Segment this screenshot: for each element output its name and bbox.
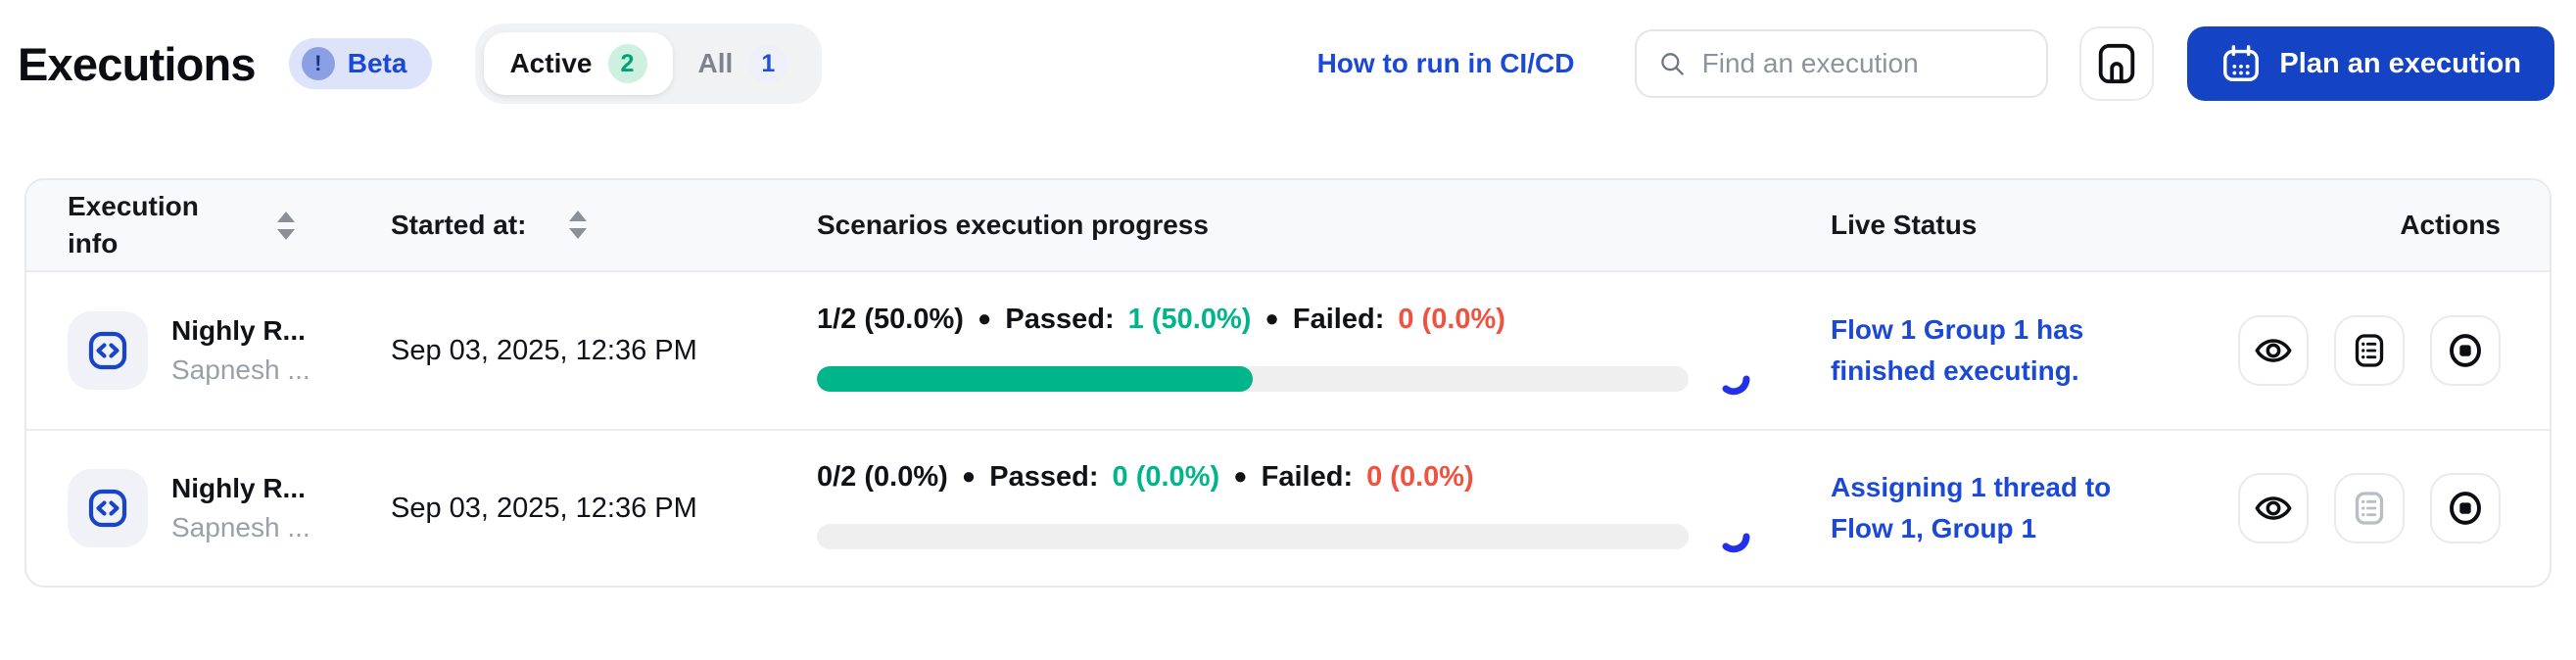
stop-execution-button[interactable] bbox=[2430, 315, 2501, 386]
table-header-row: Execution info Started at: Scenarios exe… bbox=[26, 180, 2550, 272]
progress-bar-fill bbox=[817, 365, 1253, 392]
spinner-icon bbox=[1722, 375, 1750, 395]
execution-info-cell[interactable]: Nighly R... Sapnesh ... bbox=[68, 469, 391, 547]
spinner-icon bbox=[1722, 533, 1750, 552]
failed-label: Failed: bbox=[1261, 460, 1354, 493]
code-brackets-icon bbox=[88, 331, 127, 370]
beta-badge: ! Beta bbox=[288, 38, 433, 89]
started-at-value: Sep 03, 2025, 12:36 PM bbox=[391, 492, 697, 524]
how-to-run-cicd-link[interactable]: How to run in CI/CD bbox=[1316, 48, 1575, 78]
sort-started-at-button[interactable] bbox=[567, 210, 589, 240]
progress-total: 1/2 (50.0%) bbox=[817, 303, 964, 335]
progress-total: 0/2 (0.0%) bbox=[817, 460, 948, 493]
column-header-actions: Actions bbox=[2400, 210, 2501, 241]
execution-subtitle: Sapnesh ... bbox=[171, 354, 310, 385]
column-header-execution-info: Execution info bbox=[68, 188, 391, 262]
page-title: Executions bbox=[18, 37, 257, 90]
eye-icon bbox=[2255, 339, 2292, 362]
column-header-live-status: Live Status bbox=[1831, 210, 1978, 241]
view-execution-button[interactable] bbox=[2238, 473, 2309, 543]
view-execution-button[interactable] bbox=[2238, 315, 2309, 386]
executions-filter-tabs: Active 2 All 1 bbox=[475, 24, 823, 104]
execution-title: Nighly R... bbox=[171, 315, 306, 346]
list-report-icon bbox=[2355, 334, 2384, 367]
progress-bar bbox=[817, 523, 1689, 549]
execution-type-tile bbox=[68, 469, 148, 547]
plan-execution-label: Plan an execution bbox=[2279, 47, 2521, 79]
table-row: Nighly R... Sapnesh ... Sep 03, 2025, 12… bbox=[26, 429, 2550, 586]
list-report-icon bbox=[2355, 492, 2384, 525]
stop-execution-button[interactable] bbox=[2430, 473, 2501, 543]
failed-label: Failed: bbox=[1292, 303, 1385, 335]
progress-bar bbox=[817, 365, 1689, 392]
passed-value: 1 (50.0%) bbox=[1127, 303, 1252, 335]
tab-active-label: Active bbox=[509, 48, 593, 78]
failed-value: 0 (0.0%) bbox=[1366, 460, 1474, 493]
search-icon bbox=[1661, 53, 1685, 75]
execution-info-cell[interactable]: Nighly R... Sapnesh ... bbox=[68, 311, 391, 390]
exclamation-circle-icon: ! bbox=[301, 47, 335, 80]
table-row: Nighly R... Sapnesh ... Sep 03, 2025, 12… bbox=[26, 272, 2550, 429]
live-status-link[interactable]: Flow 1 Group 1 has finished executing. bbox=[1831, 314, 2084, 386]
progress-cell: 1/2 (50.0%) ● Passed: 1 (50.0%) ● Failed… bbox=[817, 304, 1831, 399]
stop-circle-icon bbox=[2450, 492, 2481, 525]
tab-all[interactable]: All 1 bbox=[673, 32, 814, 95]
tab-all-label: All bbox=[697, 48, 734, 78]
actions-cell bbox=[2222, 315, 2501, 386]
stop-circle-icon bbox=[2450, 334, 2481, 367]
tab-all-count: 1 bbox=[748, 44, 788, 83]
tab-active-count: 2 bbox=[607, 44, 647, 83]
plan-execution-button[interactable]: Plan an execution bbox=[2187, 26, 2554, 101]
passed-value: 0 (0.0%) bbox=[1112, 460, 1220, 493]
search-box[interactable] bbox=[1635, 29, 2049, 98]
execution-type-tile bbox=[68, 311, 148, 390]
report-button[interactable] bbox=[2334, 315, 2405, 386]
passed-label: Passed: bbox=[989, 460, 1099, 493]
started-at-value: Sep 03, 2025, 12:36 PM bbox=[391, 334, 697, 366]
passed-label: Passed: bbox=[1005, 303, 1115, 335]
live-status-link[interactable]: Assigning 1 thread to Flow 1, Group 1 bbox=[1831, 472, 2112, 543]
column-header-started-at: Started at: bbox=[391, 207, 817, 244]
tab-active[interactable]: Active 2 bbox=[484, 32, 673, 95]
executions-table: Execution info Started at: Scenarios exe… bbox=[24, 178, 2552, 588]
execution-title: Nighly R... bbox=[171, 473, 306, 503]
panel-layout-icon bbox=[2099, 43, 2135, 84]
failed-value: 0 (0.0%) bbox=[1398, 303, 1505, 335]
search-input[interactable] bbox=[1701, 48, 2026, 79]
actions-cell bbox=[2222, 473, 2501, 543]
code-brackets-icon bbox=[88, 489, 127, 528]
calendar-icon bbox=[2223, 45, 2260, 81]
toggle-panel-button[interactable] bbox=[2079, 26, 2155, 101]
execution-subtitle: Sapnesh ... bbox=[171, 512, 310, 542]
top-bar: Executions ! Beta Active 2 All 1 How to … bbox=[0, 0, 2576, 127]
sort-execution-info-button[interactable] bbox=[275, 211, 297, 241]
report-button[interactable] bbox=[2334, 473, 2405, 543]
column-header-progress: Scenarios execution progress bbox=[817, 210, 1209, 241]
progress-cell: 0/2 (0.0%) ● Passed: 0 (0.0%) ● Failed: … bbox=[817, 461, 1831, 556]
beta-badge-label: Beta bbox=[347, 48, 407, 78]
eye-icon bbox=[2255, 496, 2292, 520]
